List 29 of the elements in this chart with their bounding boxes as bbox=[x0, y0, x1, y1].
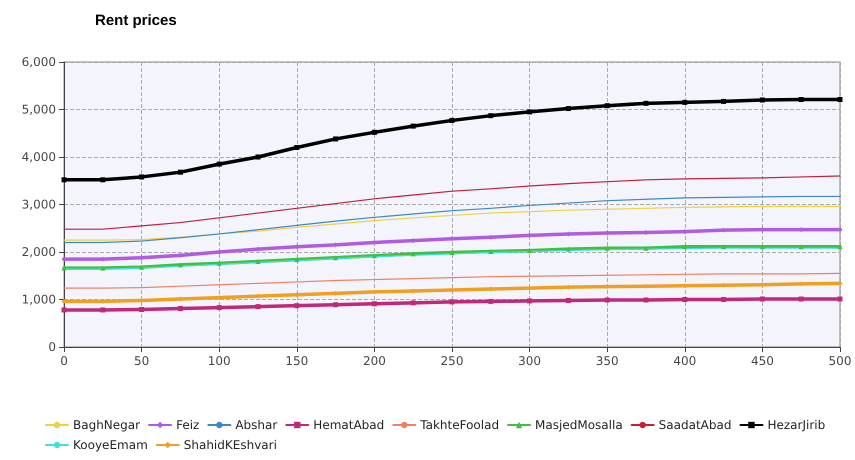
chart-title: Rent prices bbox=[95, 12, 177, 29]
x-tick-label: 250 bbox=[440, 354, 464, 368]
y-tick-label: 5,000 bbox=[22, 102, 56, 116]
x-tick-label: 500 bbox=[828, 354, 852, 368]
y-tick-label: 4,000 bbox=[22, 150, 56, 164]
y-tick-label: 3,000 bbox=[22, 198, 56, 212]
legend-label: HematAbad bbox=[313, 418, 384, 432]
legend-label: SaadatAbad bbox=[658, 418, 732, 432]
x-tick-label: 300 bbox=[518, 354, 542, 368]
legend-label: KooyeEmam bbox=[73, 438, 148, 452]
x-tick-label: 150 bbox=[285, 354, 308, 368]
y-tick-label: 0 bbox=[48, 340, 56, 354]
x-tick-label: 50 bbox=[134, 354, 150, 368]
x-tick-label: 350 bbox=[596, 354, 619, 368]
x-tick-label: 100 bbox=[208, 354, 231, 368]
legend-label: BaghNegar bbox=[73, 418, 140, 432]
legend-label: TakhteFoolad bbox=[419, 418, 500, 432]
legend-label: HezarJirib bbox=[767, 418, 826, 432]
legend-label: Abshar bbox=[235, 418, 278, 432]
legend-label: ShahidKEshvari bbox=[184, 438, 277, 452]
legend-label: Feiz bbox=[176, 418, 200, 432]
y-tick-label: 1,000 bbox=[22, 292, 56, 306]
x-tick-label: 400 bbox=[673, 354, 696, 368]
y-tick-label: 6,000 bbox=[22, 55, 56, 69]
y-tick-label: 2,000 bbox=[22, 245, 56, 259]
x-tick-label: 200 bbox=[362, 354, 386, 368]
x-tick-label: 450 bbox=[750, 354, 774, 368]
x-tick-label: 0 bbox=[60, 354, 68, 368]
legend-label: MasjedMosalla bbox=[535, 418, 623, 432]
